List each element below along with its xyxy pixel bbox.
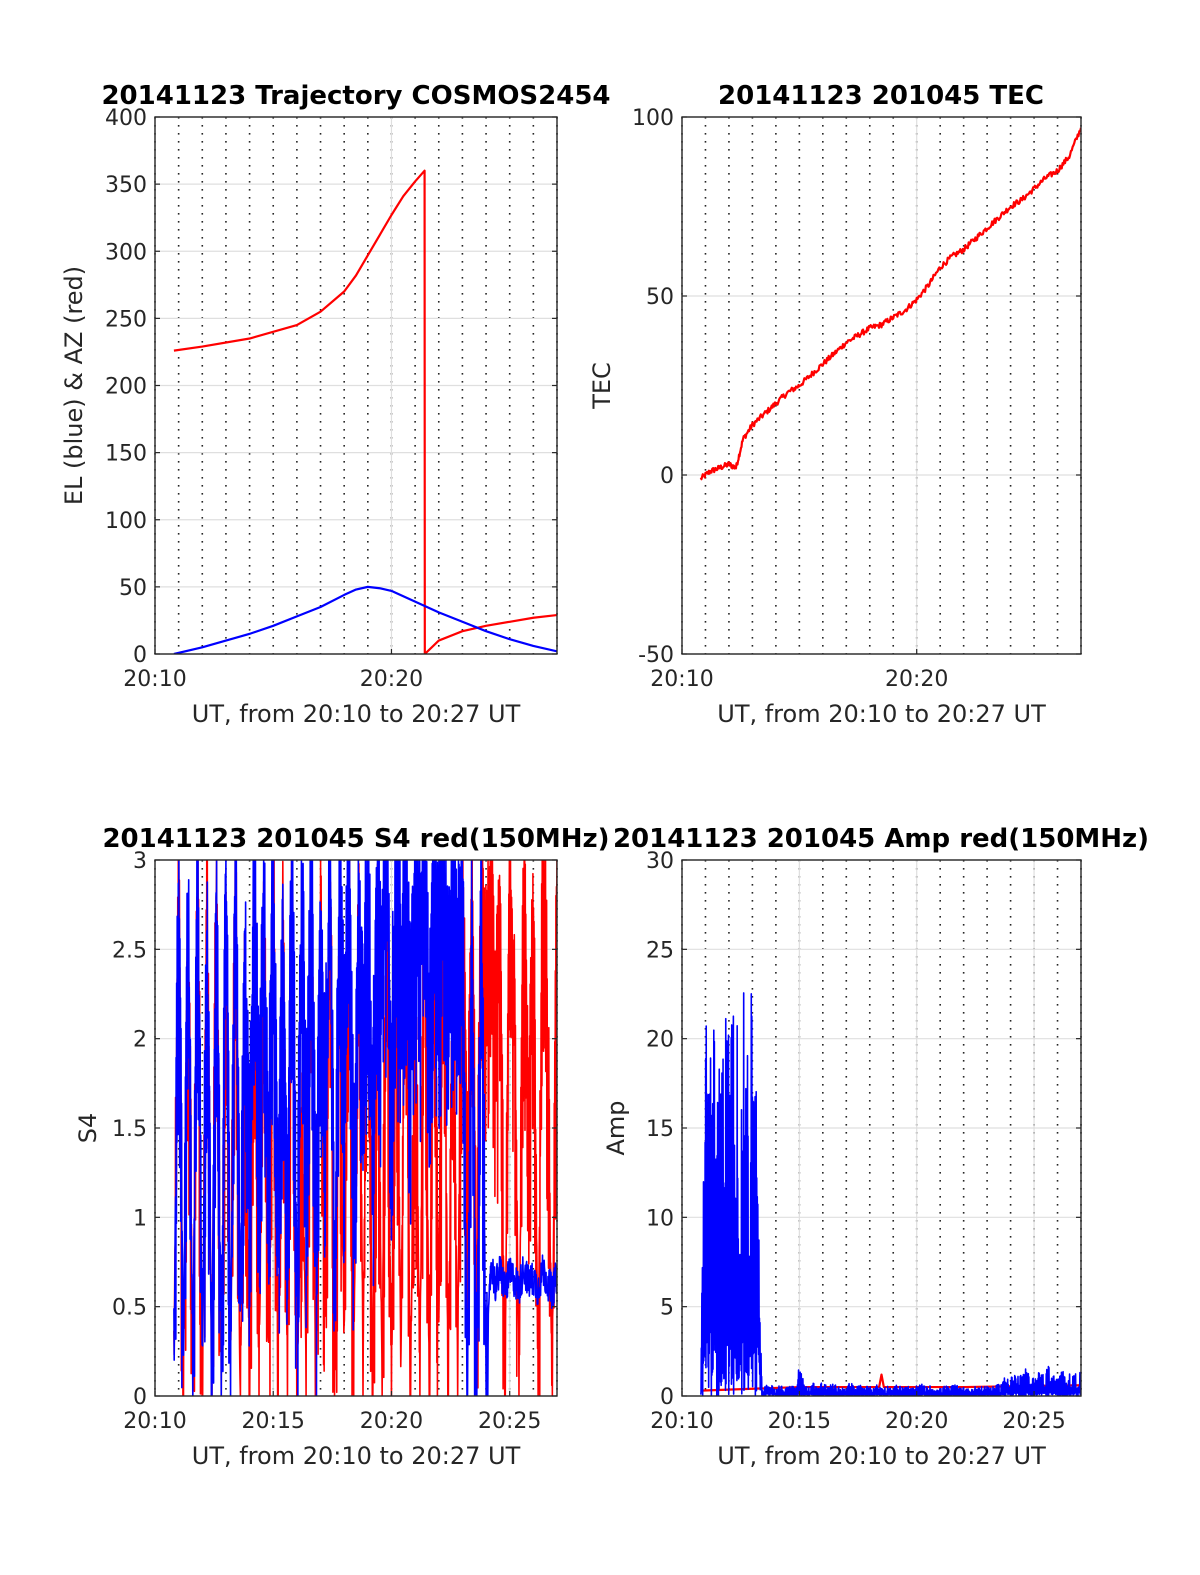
tec-panel: -50 0 50 100 20:10 20:20 20141123 201045 TEC UT… [588,81,1082,728]
amp-xlabel: UT, from 20:10 to 20:27 UT [717,1442,1046,1470]
trajectory-series-line-1 [173,585,557,654]
trajectory-ytick-label: 200 [105,375,147,400]
trajectory-ytick-label: 50 [119,576,147,601]
amp-xtick-label: 20:10 [650,1409,713,1434]
s4-ytick-label: 0.5 [112,1296,147,1321]
amp-ytick-label: 10 [646,1206,674,1231]
tec-ytick-label: 0 [660,464,674,489]
trajectory-xtick-label: 20:20 [360,667,423,692]
s4-ytick-label: 2 [133,1028,147,1053]
trajectory-title: 20141123 Trajectory COSMOS2454 [101,81,610,111]
amp-ytick-label: 5 [660,1296,674,1321]
trajectory-ytick-label: 100 [105,509,147,534]
trajectory-ytick-label: 350 [105,173,147,198]
amp-ytick-label: 15 [646,1117,674,1142]
trajectory-ytick-label: 150 [105,442,147,467]
amp-title: 20141123 201045 Amp red(150MHz) [613,824,1149,854]
trajectory-ytick-label: 400 [105,106,147,131]
s4-panel: 0 0.5 1 1.5 2 2.5 3 20:10 20:15 20:20 20:25 2014112… [74,824,610,1470]
s4-ytick-label: 0 [133,1385,147,1410]
trajectory-ytick-label: 300 [105,240,147,265]
amp-xtick-label: 20:15 [768,1409,831,1434]
amp-ytick-label: 25 [646,938,674,963]
s4-title: 20141123 201045 S4 red(150MHz) [102,824,609,854]
trajectory-ytick-label: 0 [133,643,147,668]
tec-ytick-label: -50 [638,643,674,668]
tec-xtick-label: 20:20 [885,667,948,692]
s4-series-line-1 [173,860,557,1396]
trajectory-series-line-0 [173,169,557,654]
tec-ytick-label: 100 [632,106,674,131]
tec-ylabel: TEC [588,362,616,410]
tec-axes-box [681,116,1082,655]
s4-ylabel: S4 [74,1113,102,1144]
tec-title: 20141123 201045 TEC [718,81,1044,111]
amp-ylabel: Amp [602,1100,630,1155]
amp-xtick-label: 20:20 [885,1409,948,1434]
amp-series-line-1 [699,992,1081,1396]
amp-ytick-label: 30 [646,849,674,874]
s4-xtick-label: 20:10 [123,1409,186,1434]
s4-ytick-label: 2.5 [112,938,147,963]
s4-xlabel: UT, from 20:10 to 20:27 UT [192,1442,521,1470]
amp-ytick-label: 0 [660,1385,674,1410]
trajectory-ytick-label: 250 [105,307,147,332]
s4-ytick-label: 1 [133,1206,147,1231]
trajectory-xtick-label: 20:10 [123,667,186,692]
amp-ytick-label: 20 [646,1028,674,1053]
s4-ytick-label: 3 [133,849,147,874]
trajectory-ylabel: EL (blue) & AZ (red) [60,266,88,505]
trajectory-xlabel: UT, from 20:10 to 20:27 UT [192,700,521,728]
trajectory-panel: 0 50 100 150 200 250 300 350 400 20:10 20:20 201411… [60,81,611,728]
tec-ytick-label: 50 [646,285,674,310]
tec-xlabel: UT, from 20:10 to 20:27 UT [717,700,1046,728]
tec-xtick-label: 20:10 [650,667,713,692]
amp-panel: 0 5 10 15 20 25 30 20:10 20:15 20:20 20:25 20141123… [602,824,1149,1470]
amp-xtick-label: 20:25 [1002,1409,1065,1434]
s4-xtick-label: 20:25 [478,1409,541,1434]
tec-series-line-0 [699,127,1081,481]
s4-xtick-label: 20:15 [242,1409,305,1434]
s4-ytick-label: 1.5 [112,1117,147,1142]
s4-xtick-label: 20:20 [360,1409,423,1434]
